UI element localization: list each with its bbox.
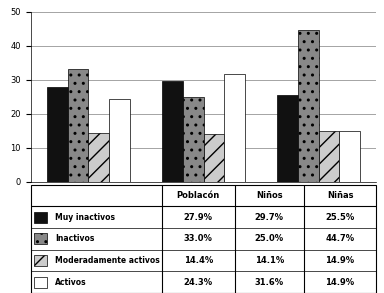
Text: 14.9%: 14.9% [326, 278, 354, 287]
Text: 44.7%: 44.7% [326, 234, 354, 243]
Bar [34, 277, 47, 288]
Bar [319, 131, 339, 182]
Text: Muy inactivos: Muy inactivos [55, 213, 115, 222]
Text: 33.0%: 33.0% [184, 234, 213, 243]
Text: 25.0%: 25.0% [255, 234, 284, 243]
Text: Niños: Niños [256, 191, 283, 200]
Text: 24.3%: 24.3% [184, 278, 213, 287]
Bar [34, 233, 47, 244]
Text: 14.9%: 14.9% [326, 256, 354, 265]
Bar [183, 97, 204, 182]
Bar [34, 255, 47, 266]
Text: Activos: Activos [55, 278, 86, 287]
Text: Niñas: Niñas [327, 191, 353, 200]
Bar [47, 87, 68, 182]
Text: Inactivos: Inactivos [55, 234, 94, 243]
Bar [339, 131, 360, 182]
Text: Moderadamente activos: Moderadamente activos [55, 256, 160, 265]
Bar [88, 133, 109, 182]
Text: 27.9%: 27.9% [184, 213, 213, 222]
Text: 25.5%: 25.5% [325, 213, 355, 222]
Text: 31.6%: 31.6% [255, 278, 284, 287]
Bar [277, 95, 298, 182]
Text: 14.1%: 14.1% [255, 256, 284, 265]
Bar [204, 134, 224, 182]
Text: 29.7%: 29.7% [255, 213, 284, 222]
Bar [68, 69, 88, 182]
Bar [109, 99, 130, 182]
Bar [298, 30, 319, 182]
Text: 14.4%: 14.4% [184, 256, 213, 265]
Text: Poblacón: Poblacón [177, 191, 220, 200]
Bar [224, 74, 245, 182]
Bar [34, 212, 47, 223]
Bar [162, 81, 183, 182]
